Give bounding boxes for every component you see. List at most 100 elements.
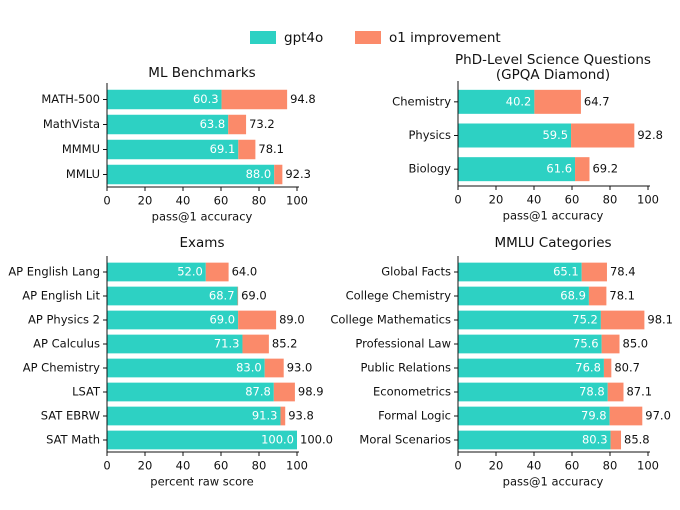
y-tick-label: Public Relations	[360, 361, 451, 375]
bar-segment	[458, 157, 576, 182]
bar-segment	[107, 114, 229, 135]
legend-label: gpt4o	[284, 30, 323, 46]
bar-segment	[458, 286, 589, 306]
value-label: 76.8	[575, 361, 601, 375]
value-label: 79.8	[581, 409, 607, 423]
y-tick-label: AP Chemistry	[23, 361, 100, 375]
bar-segment	[458, 430, 611, 450]
x-tick-label: 80	[603, 193, 618, 207]
bar-segment	[107, 430, 297, 450]
total-label: 98.9	[298, 385, 324, 399]
x-tick-label: 0	[103, 194, 110, 208]
y-tick-label: Global Facts	[381, 265, 451, 279]
value-label: 68.9	[560, 289, 586, 303]
legend-swatch	[355, 31, 381, 44]
y-tick-label: College Mathematics	[330, 313, 451, 327]
x-tick-label: 40	[176, 459, 191, 473]
chart-title: MMLU Categories	[494, 235, 611, 251]
y-tick-label: Moral Scenarios	[359, 433, 451, 447]
chart-title: PhD-Level Science Questions	[455, 52, 651, 68]
total-label: 69.0	[241, 289, 267, 303]
value-label: 91.3	[252, 409, 278, 423]
bar-segment	[274, 164, 283, 185]
bar-segment	[237, 286, 239, 306]
y-tick-label: AP English Lang	[8, 265, 100, 279]
x-tick-label: 100	[637, 193, 659, 207]
total-label: 73.2	[249, 117, 275, 131]
x-tick-label: 100	[286, 194, 308, 208]
x-tick-label: 80	[252, 194, 267, 208]
bar-segment	[238, 139, 256, 160]
bar-segment	[107, 89, 222, 110]
y-tick-label: SAT Math	[46, 433, 100, 447]
total-label: 78.4	[610, 265, 636, 279]
bar-segment	[273, 382, 295, 402]
bar-segment	[107, 334, 243, 354]
total-label: 93.0	[287, 361, 313, 375]
bar-segment	[458, 334, 602, 354]
bar-segment	[458, 406, 610, 426]
x-axis-label: percent raw score	[150, 475, 253, 489]
bar-segment	[242, 334, 269, 354]
y-tick-label: MathVista	[43, 117, 100, 131]
x-tick-label: 20	[489, 193, 504, 207]
value-label: 69.1	[210, 142, 236, 156]
total-label: 94.8	[290, 92, 316, 106]
x-tick-label: 80	[603, 459, 618, 473]
y-tick-label: Chemistry	[392, 94, 451, 108]
value-label: 88.0	[246, 167, 272, 181]
chart-title: (GPQA Diamond)	[496, 67, 610, 83]
x-tick-label: 20	[138, 194, 153, 208]
x-tick-label: 40	[527, 459, 542, 473]
value-label: 68.7	[209, 289, 235, 303]
bar-segment	[107, 406, 281, 426]
x-tick-label: 100	[637, 459, 659, 473]
bar-segment	[458, 310, 601, 330]
bar-segment	[458, 358, 604, 378]
value-label: 52.0	[177, 265, 203, 279]
total-label: 85.8	[624, 433, 650, 447]
total-label: 85.2	[272, 337, 298, 351]
legend-swatch	[250, 31, 276, 44]
x-tick-label: 60	[214, 459, 229, 473]
bar-segment	[458, 382, 608, 402]
total-label: 80.7	[614, 361, 640, 375]
total-label: 93.8	[288, 409, 314, 423]
total-label: 97.0	[645, 409, 671, 423]
y-tick-label: MMMU	[62, 142, 100, 156]
bar-segment	[534, 89, 581, 114]
x-tick-label: 0	[103, 459, 110, 473]
value-label: 65.1	[553, 265, 579, 279]
total-label: 64.0	[232, 265, 258, 279]
x-tick-label: 60	[565, 193, 580, 207]
total-label: 87.1	[626, 385, 652, 399]
total-label: 85.0	[623, 337, 649, 351]
bar-segment	[205, 262, 229, 282]
x-tick-label: 60	[214, 194, 229, 208]
bar-segment	[107, 382, 274, 402]
bar-segment	[607, 382, 624, 402]
legend-label: o1 improvement	[389, 30, 501, 46]
bar-segment	[107, 139, 239, 160]
total-label: 92.3	[285, 167, 311, 181]
total-label: 89.0	[279, 313, 305, 327]
bar-segment	[581, 262, 607, 282]
bar-segment	[603, 358, 612, 378]
value-label: 75.2	[572, 313, 598, 327]
x-tick-label: 100	[286, 459, 308, 473]
x-tick-label: 20	[489, 459, 504, 473]
value-label: 61.6	[546, 162, 572, 176]
bar-segment	[609, 406, 643, 426]
x-tick-label: 40	[527, 193, 542, 207]
bar-segment	[238, 310, 277, 330]
x-tick-label: 40	[176, 194, 191, 208]
y-tick-label: Formal Logic	[378, 409, 451, 423]
value-label: 87.8	[245, 385, 271, 399]
x-tick-label: 0	[454, 193, 461, 207]
x-axis-label: pass@1 accuracy	[152, 210, 253, 224]
x-tick-label: 0	[454, 459, 461, 473]
bar-segment	[600, 310, 645, 330]
bar-segment	[107, 286, 238, 306]
bar-segment	[588, 286, 607, 306]
